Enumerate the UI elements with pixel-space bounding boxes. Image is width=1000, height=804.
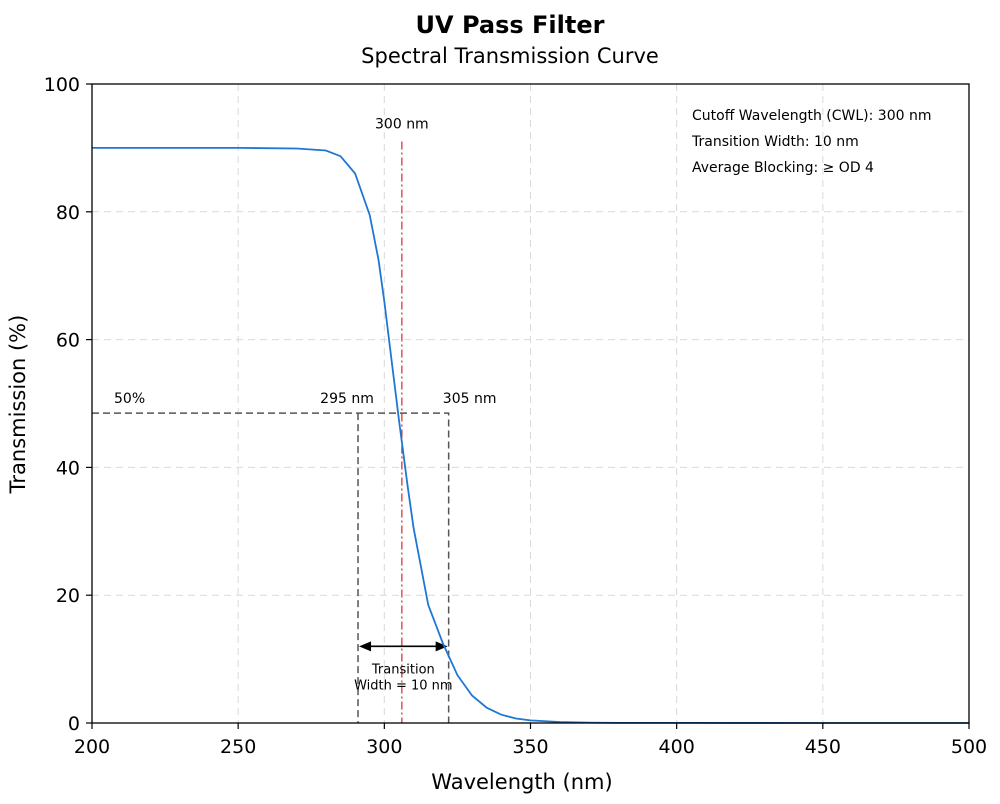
grid-lines — [92, 84, 969, 723]
half-level-line — [92, 412, 450, 723]
chart-subtitle: Spectral Transmission Curve — [361, 44, 659, 68]
y-tick-label: 60 — [56, 330, 80, 352]
arrowhead-right — [435, 641, 448, 652]
y-tick-label: 100 — [44, 74, 80, 96]
chart-title: UV Pass Filter — [416, 11, 605, 39]
x-tick-label: 350 — [512, 736, 548, 758]
x-tick-label: 500 — [951, 736, 987, 758]
lower-wavelength-label: 295 nm — [320, 391, 374, 407]
info-box: Cutoff Wavelength (CWL): 300 nm Transiti… — [691, 108, 932, 176]
x-tick-label: 250 — [220, 736, 256, 758]
y-tick-label: 20 — [56, 585, 80, 607]
y-axis-label: Transmission (%) — [6, 315, 30, 495]
upper-wavelength-label: 305 nm — [443, 391, 497, 407]
cwl-label: 300 nm — [375, 117, 429, 133]
transition-label-line1: Transition — [371, 662, 435, 677]
y-tick-label: 40 — [56, 457, 80, 479]
info-cwl: Cutoff Wavelength (CWL): 300 nm — [692, 108, 932, 124]
reference-lines — [92, 141, 450, 723]
half-level-label: 50% — [114, 391, 145, 407]
annotations: 300 nm 50% 295 nm 305 nm Transition Widt… — [114, 117, 496, 694]
x-tick-label: 300 — [366, 736, 402, 758]
y-tick-label: 0 — [68, 713, 80, 735]
y-tick-label: 80 — [56, 202, 80, 224]
info-transition-width: Transition Width: 10 nm — [691, 134, 859, 150]
axis-ticks: 200 250 300 350 400 450 500 0 20 40 60 80 100 — [44, 74, 987, 758]
arrowhead-left — [359, 641, 372, 652]
transition-label-line2: Width = 10 nm — [354, 678, 453, 693]
x-axis-label: Wavelength (nm) — [431, 770, 612, 794]
info-blocking: Average Blocking: ≥ OD 4 — [692, 160, 874, 176]
x-tick-label: 400 — [659, 736, 695, 758]
x-tick-label: 200 — [74, 736, 110, 758]
x-tick-label: 450 — [805, 736, 841, 758]
